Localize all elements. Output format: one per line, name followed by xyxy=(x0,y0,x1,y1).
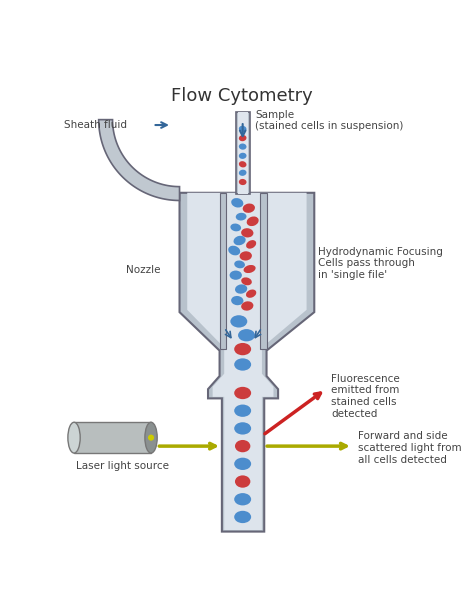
Ellipse shape xyxy=(234,458,251,470)
Ellipse shape xyxy=(235,440,250,452)
Ellipse shape xyxy=(239,126,246,132)
Ellipse shape xyxy=(234,236,245,245)
Ellipse shape xyxy=(234,511,251,523)
Text: Sample
(stained cells in suspension): Sample (stained cells in suspension) xyxy=(255,110,404,131)
Ellipse shape xyxy=(238,329,255,341)
Ellipse shape xyxy=(228,245,240,255)
Ellipse shape xyxy=(234,359,251,371)
Ellipse shape xyxy=(230,223,241,231)
Ellipse shape xyxy=(239,143,246,150)
Ellipse shape xyxy=(247,217,259,226)
Ellipse shape xyxy=(234,387,251,399)
Ellipse shape xyxy=(145,422,157,453)
Polygon shape xyxy=(236,112,250,195)
Ellipse shape xyxy=(244,265,256,273)
Ellipse shape xyxy=(246,289,256,298)
Polygon shape xyxy=(179,193,314,532)
Ellipse shape xyxy=(235,285,247,294)
Ellipse shape xyxy=(243,204,255,213)
Ellipse shape xyxy=(148,435,154,441)
Ellipse shape xyxy=(239,153,246,159)
Ellipse shape xyxy=(234,493,251,506)
Ellipse shape xyxy=(231,198,244,207)
Polygon shape xyxy=(74,422,151,453)
Ellipse shape xyxy=(241,228,253,237)
Text: Hydrodynamic Focusing
Cells pass through
in 'single file': Hydrodynamic Focusing Cells pass through… xyxy=(318,247,443,280)
Ellipse shape xyxy=(239,170,246,176)
Ellipse shape xyxy=(239,161,246,168)
Ellipse shape xyxy=(241,301,253,311)
Ellipse shape xyxy=(229,271,242,280)
Text: Laser light source: Laser light source xyxy=(76,461,169,471)
Ellipse shape xyxy=(239,179,246,185)
Ellipse shape xyxy=(236,213,246,220)
Ellipse shape xyxy=(234,405,251,417)
Polygon shape xyxy=(99,119,179,201)
Ellipse shape xyxy=(240,252,252,261)
Text: Nozzle: Nozzle xyxy=(126,265,160,275)
Polygon shape xyxy=(261,193,267,349)
Ellipse shape xyxy=(234,261,245,268)
Ellipse shape xyxy=(230,315,247,327)
Polygon shape xyxy=(238,112,248,195)
Text: Flow Cytometry: Flow Cytometry xyxy=(171,88,313,105)
Text: Sheath fluid: Sheath fluid xyxy=(64,120,127,130)
Ellipse shape xyxy=(239,135,246,141)
Polygon shape xyxy=(219,193,226,349)
Ellipse shape xyxy=(246,240,256,248)
Ellipse shape xyxy=(68,422,80,453)
Text: Fluorescence
emitted from
stained cells
detected: Fluorescence emitted from stained cells … xyxy=(331,374,400,419)
Polygon shape xyxy=(187,193,307,530)
Ellipse shape xyxy=(234,422,251,435)
Ellipse shape xyxy=(235,476,250,488)
Ellipse shape xyxy=(241,277,252,285)
Text: Forward and side
scattered light from
all cells detected: Forward and side scattered light from al… xyxy=(358,431,462,465)
Ellipse shape xyxy=(231,296,244,305)
Ellipse shape xyxy=(234,343,251,355)
